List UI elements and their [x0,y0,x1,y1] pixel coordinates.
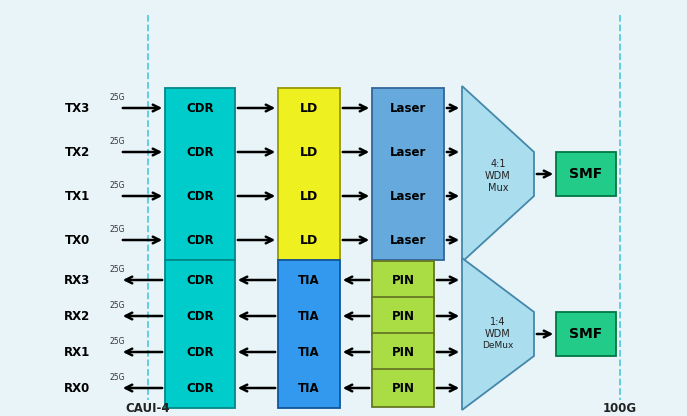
Text: CDR: CDR [186,346,214,359]
Text: TX2: TX2 [65,146,90,158]
Text: CDR: CDR [186,233,214,247]
Text: TIA: TIA [298,273,320,287]
Text: TX3: TX3 [65,102,90,114]
Text: LD: LD [300,102,318,114]
Text: Mux: Mux [488,183,508,193]
Bar [165,260,235,408]
Text: 25G: 25G [109,94,125,102]
Text: SMF: SMF [570,167,602,181]
Bar [556,312,616,356]
Text: DeMux: DeMux [482,342,514,351]
Polygon shape [462,86,534,262]
Text: CDR: CDR [186,146,214,158]
Text: TX0: TX0 [65,233,90,247]
Bar [372,88,444,260]
Bar [278,88,340,260]
Bar [556,152,616,196]
Text: TX1: TX1 [65,190,90,203]
Text: LD: LD [300,146,318,158]
Text: TIA: TIA [298,346,320,359]
Text: RX0: RX0 [64,381,90,394]
Text: 25G: 25G [109,302,125,310]
Text: LD: LD [300,233,318,247]
Text: 25G: 25G [109,138,125,146]
Text: WDM: WDM [485,171,511,181]
Bar [372,369,434,407]
Text: Laser: Laser [390,146,426,158]
Text: RX2: RX2 [64,310,90,322]
Text: Laser: Laser [390,233,426,247]
Text: SMF: SMF [570,327,602,341]
Text: RX1: RX1 [64,346,90,359]
Text: 100G: 100G [603,401,637,414]
Text: PIN: PIN [392,310,414,322]
Text: 4:1: 4:1 [491,159,506,169]
Text: TIA: TIA [298,310,320,322]
Text: WDM: WDM [485,329,511,339]
Text: PIN: PIN [392,273,414,287]
Text: RX3: RX3 [64,273,90,287]
Text: 25G: 25G [109,374,125,382]
Text: 1:4: 1:4 [491,317,506,327]
Bar [165,88,235,260]
Bar [372,333,434,371]
Text: 25G: 25G [109,337,125,347]
Text: TIA: TIA [298,381,320,394]
Bar [372,297,434,335]
Text: PIN: PIN [392,381,414,394]
Text: CDR: CDR [186,102,214,114]
Text: LD: LD [300,190,318,203]
Text: 25G: 25G [109,181,125,191]
Text: 25G: 25G [109,265,125,275]
Text: Laser: Laser [390,102,426,114]
Text: CDR: CDR [186,310,214,322]
Text: CDR: CDR [186,273,214,287]
Bar [372,261,434,299]
Text: CDR: CDR [186,381,214,394]
Text: CAUI-4: CAUI-4 [126,401,170,414]
Text: 25G: 25G [109,225,125,235]
Polygon shape [462,258,534,410]
Bar [278,260,340,408]
Text: CDR: CDR [186,190,214,203]
Text: Laser: Laser [390,190,426,203]
Text: PIN: PIN [392,346,414,359]
